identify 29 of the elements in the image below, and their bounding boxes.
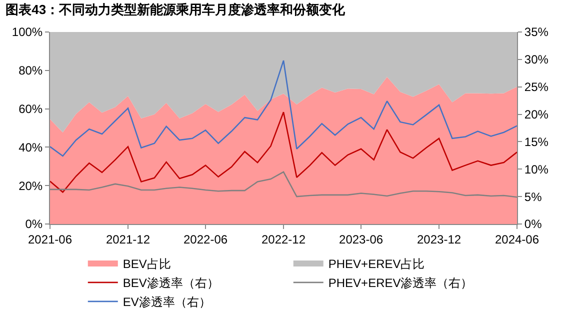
y-tick-label: 80%	[18, 64, 43, 78]
y-tick-label: 100%	[12, 25, 43, 40]
x-tick-label: 2022-06	[183, 232, 228, 246]
y2-tick-label: 10%	[524, 162, 549, 176]
line-series	[50, 60, 517, 157]
y2-tick-label: 30%	[524, 52, 549, 67]
x-tick-label: 2021-06	[28, 232, 72, 246]
chart-title: 图表43：不同动力类型新能源乘用车月度渗透率和份额变化	[6, 2, 346, 18]
legend-label: PHEV+EREV占比	[328, 257, 425, 272]
x-tick-label: 2024-06	[494, 232, 540, 246]
legend-label: PHEV+EREV渗透率（右）	[328, 276, 473, 290]
y2-tick-label: 0%	[524, 217, 542, 232]
y2-tick-label: 20%	[524, 107, 549, 122]
y-tick-label: 40%	[18, 140, 43, 154]
x-tick-label: 2023-06	[339, 232, 384, 246]
x-tick-label: 2023-12	[416, 232, 462, 246]
y-tick-label: 0%	[25, 217, 43, 232]
x-tick-label: 2021-12	[106, 232, 150, 246]
legend-label: BEV渗透率（右）	[122, 276, 219, 290]
line-series	[50, 111, 517, 193]
legend-label: EV渗透率（右）	[122, 295, 211, 310]
y2-tick-label: 25%	[524, 80, 549, 94]
legend-label: BEV占比	[122, 257, 171, 272]
y2-tick-label: 5%	[524, 190, 542, 204]
y2-tick-label: 35%	[524, 25, 549, 40]
y-tick-label: 20%	[18, 178, 43, 193]
y-tick-label: 60%	[18, 102, 43, 116]
x-tick-label: 2022-12	[261, 232, 306, 246]
y2-tick-label: 15%	[524, 134, 549, 149]
